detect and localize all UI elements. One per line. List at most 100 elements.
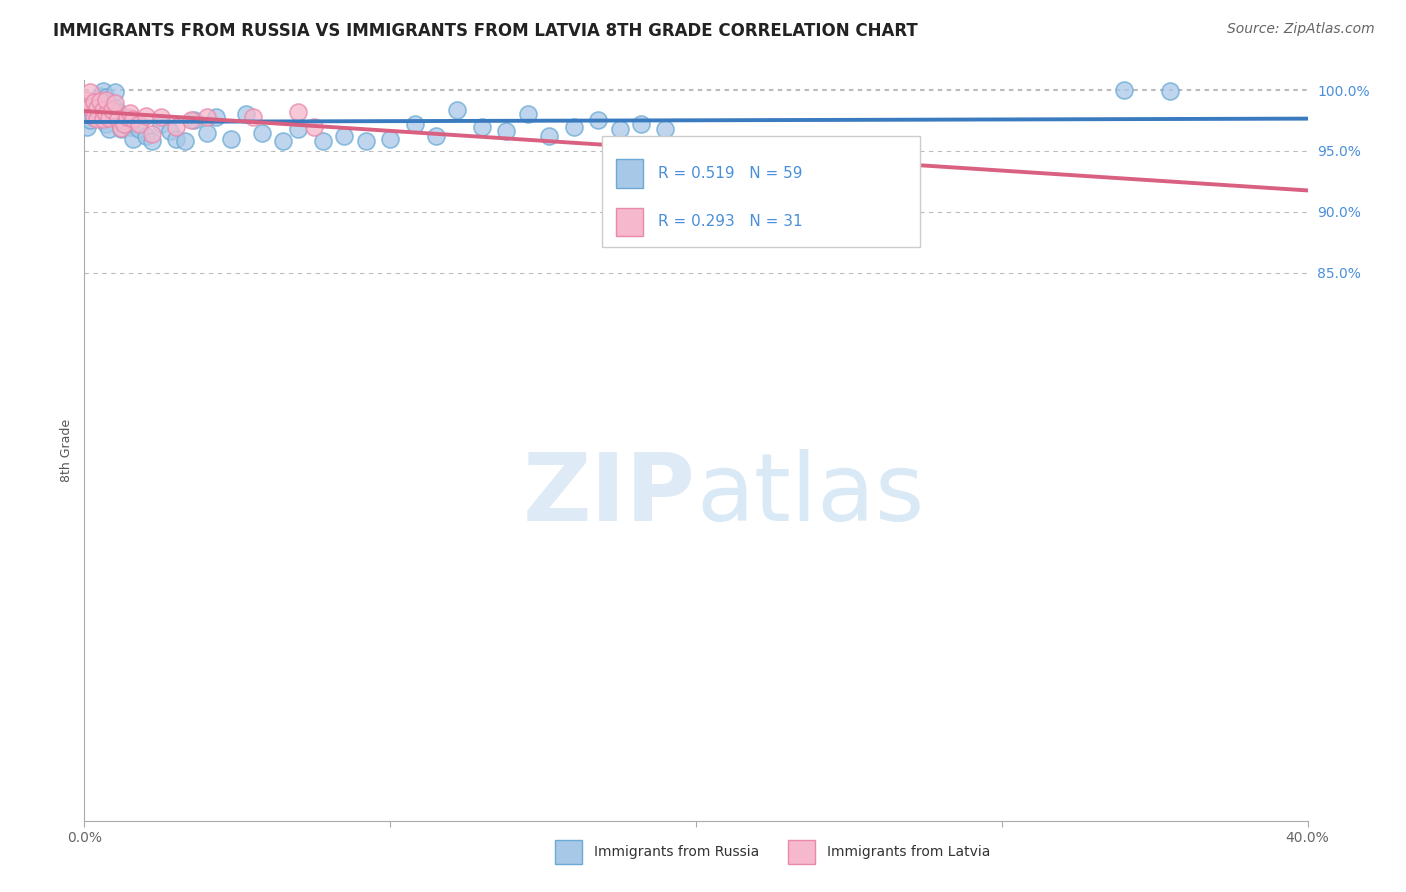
Point (141, 127, 163, 141)
Point (165, 120, 187, 134)
Point (104, 101, 127, 115)
Point (86, 112, 108, 127)
Point (89, 94, 111, 108)
Point (94, 90, 117, 104)
Point (165, 132, 187, 146)
Bar (555, 840, 582, 863)
Point (94, 101, 117, 115)
Point (122, 112, 145, 127)
Point (174, 134, 197, 148)
Text: Source: ZipAtlas.com: Source: ZipAtlas.com (1227, 22, 1375, 37)
Point (271, 134, 294, 148)
Point (79, 86, 101, 100)
Point (149, 110, 172, 124)
Point (250, 126, 273, 140)
Point (91, 112, 114, 127)
Point (333, 129, 356, 144)
Point (86, 95, 108, 110)
Point (86, 104, 108, 119)
Point (86, 101, 108, 115)
Point (425, 129, 447, 144)
Point (586, 113, 609, 128)
Point (91, 97, 114, 112)
Point (354, 134, 377, 148)
Point (122, 132, 145, 146)
Point (471, 120, 494, 134)
Point (120, 106, 142, 120)
Point (609, 122, 631, 136)
Point (110, 122, 132, 136)
Point (94, 107, 117, 121)
Point (112, 112, 135, 127)
Point (128, 117, 150, 131)
Bar (616, 160, 644, 187)
Point (180, 113, 202, 128)
Text: Immigrants from Russia: Immigrants from Russia (595, 845, 759, 859)
Point (110, 120, 132, 135)
FancyBboxPatch shape (602, 136, 920, 247)
Point (79, 100, 101, 114)
Point (76, 93, 98, 107)
Point (287, 104, 309, 119)
Bar (616, 208, 644, 235)
Point (135, 129, 157, 144)
Point (101, 103, 124, 117)
Point (76, 120, 98, 134)
Y-axis label: 8th Grade: 8th Grade (60, 419, 73, 482)
Point (159, 124, 181, 138)
Point (112, 117, 135, 131)
Point (195, 110, 218, 124)
Point (235, 107, 257, 121)
Point (83, 97, 105, 112)
Point (104, 86, 127, 100)
Point (630, 117, 652, 131)
Point (128, 122, 150, 136)
Point (1159, 84, 1181, 98)
Point (91, 103, 114, 117)
Point (107, 104, 129, 119)
Point (91, 84, 114, 98)
Text: Immigrants from Latvia: Immigrants from Latvia (827, 845, 990, 859)
Point (97, 110, 120, 124)
Point (183, 113, 205, 128)
Point (219, 132, 242, 146)
Point (104, 96, 127, 111)
Point (97, 122, 120, 136)
Point (107, 112, 129, 127)
Point (94, 93, 117, 107)
Point (302, 120, 325, 134)
Point (195, 126, 218, 140)
Point (380, 132, 402, 146)
Point (91, 113, 114, 128)
Point (135, 109, 157, 123)
Point (79, 101, 101, 115)
Point (94, 117, 117, 131)
Point (83, 110, 105, 124)
Point (205, 110, 228, 124)
Bar (787, 840, 814, 863)
Point (312, 134, 335, 148)
Point (242, 110, 264, 124)
Text: IMMIGRANTS FROM RUSSIA VS IMMIGRANTS FROM LATVIA 8TH GRADE CORRELATION CHART: IMMIGRANTS FROM RUSSIA VS IMMIGRANTS FRO… (53, 22, 918, 40)
Point (287, 122, 309, 136)
Point (516, 107, 538, 121)
Point (89, 89, 111, 103)
Text: ZIP: ZIP (523, 449, 696, 541)
Point (83, 95, 105, 110)
Point (115, 110, 138, 124)
Point (141, 134, 163, 148)
Point (101, 103, 124, 118)
Text: atlas: atlas (696, 449, 924, 541)
Point (404, 117, 426, 131)
Point (1114, 83, 1136, 97)
Point (538, 129, 561, 144)
Point (97, 111, 120, 125)
Point (446, 103, 468, 117)
Text: R = 0.293   N = 31: R = 0.293 N = 31 (658, 214, 803, 229)
Point (149, 117, 172, 131)
Point (120, 120, 142, 134)
Point (89, 107, 111, 121)
Point (654, 122, 676, 136)
Point (79, 113, 101, 128)
Point (115, 114, 138, 128)
